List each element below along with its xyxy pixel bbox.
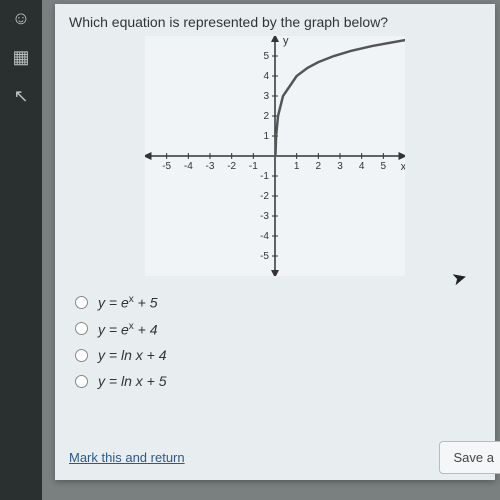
svg-text:-2: -2 [260,191,269,202]
question-card: Which equation is represented by the gra… [55,4,495,480]
save-button[interactable]: Save a [439,441,500,474]
svg-text:1: 1 [263,131,269,142]
svg-text:-3: -3 [206,161,215,172]
svg-text:x: x [401,161,405,173]
svg-text:-2: -2 [227,161,236,172]
tool-calculator-icon[interactable]: ▦ [12,47,29,68]
option-label: y = ln x + 5 [98,373,166,389]
svg-text:-3: -3 [260,211,269,222]
option-label: y = ex + 4 [98,321,158,338]
svg-text:5: 5 [381,161,387,172]
opt-b[interactable]: y = ex + 4 [75,321,481,338]
opt-a[interactable]: y = ex + 5 [75,294,481,311]
svg-text:y: y [283,36,289,47]
graph: -5 -4 -3 -2 -1 1 2 3 4 5 -5 -4 -3 -2 -1 1 2 3 4 5 x y [145,36,405,276]
svg-text:-1: -1 [249,161,258,172]
svg-text:-4: -4 [260,231,269,242]
svg-text:-1: -1 [260,171,269,182]
option-label: y = ex + 5 [98,294,158,311]
radio-icon[interactable] [75,296,88,309]
option-label: y = ln x + 4 [98,347,166,363]
footer-row: Mark this and return Save a [69,441,495,474]
svg-text:-5: -5 [162,161,171,172]
question-text: Which equation is represented by the gra… [69,14,481,30]
tool-sidebar: ☺ ▦ ↖ [0,0,42,500]
radio-icon[interactable] [75,322,88,335]
answer-options: y = ex + 5 y = ex + 4 y = ln x + 4 y = ln x… [75,294,481,389]
svg-text:3: 3 [337,161,343,172]
mark-and-return-link[interactable]: Mark this and return [69,450,185,465]
tool-face-icon[interactable]: ☺ [12,8,30,29]
opt-d[interactable]: y = ln x + 5 [75,373,481,389]
svg-text:4: 4 [359,161,365,172]
svg-text:3: 3 [263,91,269,102]
graph-container: -5 -4 -3 -2 -1 1 2 3 4 5 -5 -4 -3 -2 -1 1 2 3 4 5 x y [69,36,481,276]
svg-text:-5: -5 [260,251,269,262]
svg-text:-4: -4 [184,161,193,172]
svg-text:1: 1 [294,161,300,172]
svg-text:2: 2 [316,161,322,172]
radio-icon[interactable] [75,349,88,362]
svg-text:5: 5 [263,51,269,62]
radio-icon[interactable] [75,375,88,388]
svg-text:2: 2 [263,111,269,122]
opt-c[interactable]: y = ln x + 4 [75,347,481,363]
tool-back-arrow-icon[interactable]: ↖ [13,86,28,107]
svg-text:4: 4 [263,71,269,82]
